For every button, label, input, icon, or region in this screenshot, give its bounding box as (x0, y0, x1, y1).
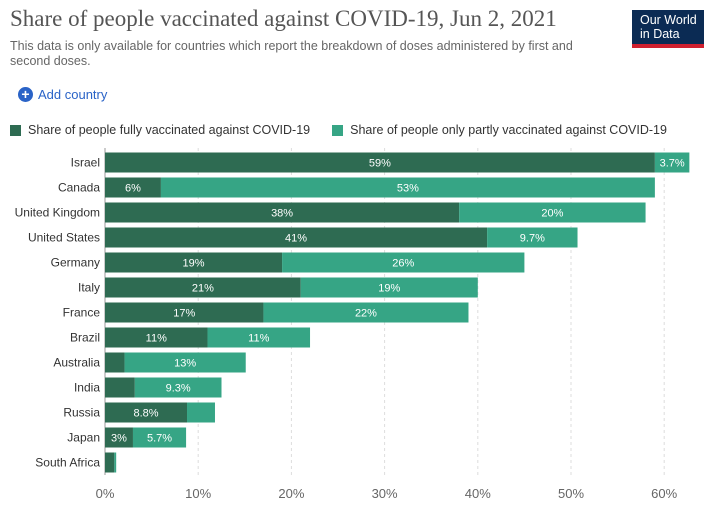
bar-fully (105, 302, 264, 323)
legend-item-partly[interactable]: Share of people only partly vaccinated a… (332, 123, 667, 137)
chart-subtitle: This data is only available for countrie… (10, 39, 573, 68)
x-tick-label: 50% (558, 486, 584, 501)
data-label-fully: 41% (285, 233, 307, 245)
bar-fully (105, 402, 188, 423)
data-label-partly: 9.3% (166, 383, 191, 395)
category-label: United Kingdom (15, 206, 100, 220)
category-label: United States (28, 231, 100, 245)
legend-label-fully: Share of people fully vaccinated against… (28, 123, 311, 137)
bar-fully (105, 177, 161, 198)
x-tick-label: 0% (96, 486, 115, 501)
x-tick-label: 10% (185, 486, 211, 501)
add-country-label: Add country (38, 87, 108, 102)
logo-line-2: in Data (640, 26, 680, 41)
category-label: South Africa (35, 456, 100, 470)
category-label: Germany (51, 256, 100, 270)
data-label-partly: 5.7% (147, 433, 172, 445)
owid-logo[interactable]: Our World in Data (632, 10, 704, 48)
bar-fully (105, 327, 208, 348)
bar-partly (263, 302, 469, 323)
bar-fully (105, 277, 301, 298)
data-label-partly: 22% (355, 308, 377, 320)
bar-partly (187, 402, 215, 423)
x-tick-label: 40% (465, 486, 491, 501)
data-label-fully: 8.8% (133, 408, 158, 420)
bar-fully (105, 352, 125, 373)
data-label-partly: 53% (397, 183, 419, 195)
bar-partly (114, 452, 117, 473)
bar-fully (105, 202, 460, 223)
data-label-fully: 21% (192, 283, 214, 295)
data-label-partly: 3.7% (660, 158, 685, 170)
bar-fully (105, 252, 283, 273)
logo-line-1: Our World (640, 13, 697, 27)
x-tick-label: 30% (372, 486, 398, 501)
data-label-fully: 6% (125, 183, 141, 195)
plus-circle-icon: + (18, 87, 33, 102)
category-label: Russia (63, 406, 100, 420)
bar-partly (160, 177, 655, 198)
category-label: Italy (78, 281, 100, 295)
bar-partly (134, 377, 222, 398)
data-label-partly: 20% (541, 208, 563, 220)
data-label-fully: 17% (173, 308, 195, 320)
add-country-button[interactable]: + Add country (18, 87, 107, 102)
category-label: Israel (71, 156, 100, 170)
data-label-fully: 19% (183, 258, 205, 270)
bar-partly (132, 427, 187, 448)
legend-label-partly: Share of people only partly vaccinated a… (350, 123, 667, 137)
data-label-fully: 38% (271, 208, 293, 220)
bar-fully (105, 377, 135, 398)
bar-partly (459, 202, 646, 223)
bar-partly (282, 252, 525, 273)
x-tick-label: 60% (651, 486, 677, 501)
bar-partly (207, 327, 311, 348)
data-label-fully: 3% (111, 433, 127, 445)
legend-swatch-partly (332, 124, 344, 136)
data-label-partly: 26% (392, 258, 414, 270)
category-label: France (63, 306, 101, 320)
bar-partly (124, 352, 246, 373)
category-label: India (74, 381, 100, 395)
bar-fully (105, 152, 655, 173)
category-label: Australia (53, 356, 100, 370)
data-label-partly: 19% (378, 283, 400, 295)
data-label-partly: 11% (248, 333, 269, 345)
data-label-partly: 9.7% (520, 233, 545, 245)
legend-item-fully[interactable]: Share of people fully vaccinated against… (10, 123, 310, 137)
bar-fully (105, 227, 488, 248)
bar-partly (487, 227, 578, 248)
bar-partly (300, 277, 478, 298)
category-label: Canada (58, 181, 100, 195)
chart-title: Share of people vaccinated against COVID… (10, 6, 557, 31)
bar-fully (105, 452, 115, 473)
x-tick-label: 20% (278, 486, 304, 501)
category-label: Brazil (70, 331, 100, 345)
legend: Share of people fully vaccinated against… (10, 123, 689, 137)
legend-swatch-fully (10, 124, 21, 136)
data-label-partly: 13% (174, 358, 196, 370)
data-label-fully: 59% (369, 158, 391, 170)
bar-partly (654, 152, 690, 173)
category-label: Japan (67, 431, 100, 445)
data-label-fully: 11% (146, 333, 167, 345)
bar-fully (105, 427, 133, 448)
